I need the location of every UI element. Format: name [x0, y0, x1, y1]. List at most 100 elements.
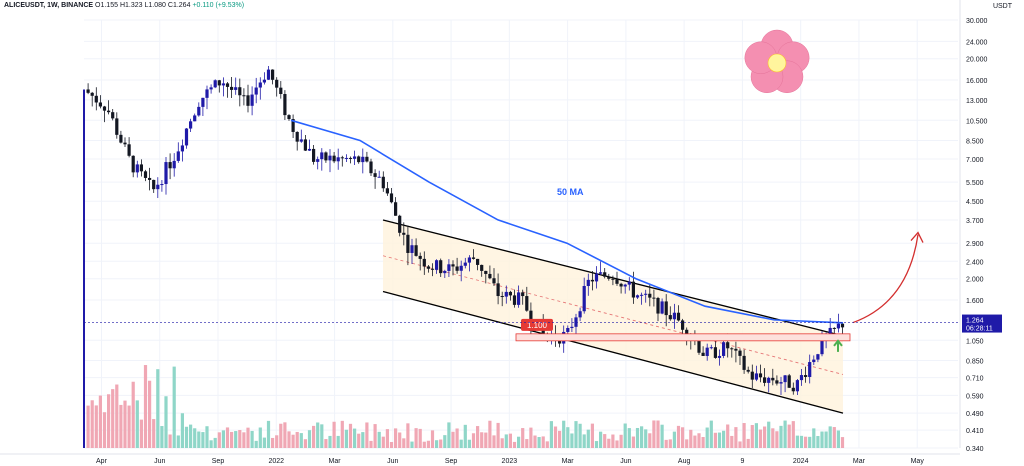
volume-bar	[648, 433, 652, 448]
candle-body	[213, 80, 217, 88]
candle-body	[443, 270, 447, 274]
candle-body	[303, 139, 307, 151]
candle-body	[156, 184, 160, 190]
volume-bar	[459, 439, 463, 448]
volume-bar	[189, 424, 193, 448]
volume-bar	[299, 433, 303, 448]
change-value: +0.110 (+9.53%)	[192, 2, 245, 9]
price-tick-label: 4.500	[966, 199, 984, 206]
volume-bar	[238, 430, 242, 448]
candle-body	[348, 157, 353, 159]
volume-bar	[193, 428, 197, 448]
volume-bar	[758, 429, 763, 448]
candle-body	[275, 79, 279, 88]
volume-bar	[594, 441, 599, 448]
candle-body	[361, 156, 365, 163]
candle-body	[172, 160, 176, 169]
volume-bar	[160, 426, 164, 448]
candle-body	[578, 311, 582, 318]
candle-body	[307, 148, 312, 151]
volume-bar	[320, 424, 324, 448]
candle-body	[656, 297, 660, 314]
volume-bar	[168, 434, 172, 448]
candle-body	[697, 340, 701, 353]
volume-bar	[521, 428, 525, 448]
volume-bar	[840, 437, 845, 448]
volume-bar	[779, 425, 783, 448]
price-tick-label: 8.500	[966, 138, 984, 145]
candle-body	[197, 106, 201, 116]
candle-body	[234, 87, 238, 90]
candle-body	[152, 179, 156, 190]
volume-bar	[307, 430, 312, 448]
candle-body	[336, 157, 340, 162]
candle-body	[840, 323, 845, 328]
volume-bar	[701, 436, 705, 448]
volume-bar	[529, 427, 533, 448]
candle-body	[594, 273, 599, 282]
ma-line	[290, 119, 844, 324]
volume-bar	[164, 396, 168, 448]
volume-bar	[742, 423, 746, 448]
candle-body	[312, 148, 316, 162]
candle-body	[373, 173, 377, 177]
volume-bar	[463, 424, 467, 448]
projection-arrowhead	[910, 231, 924, 243]
volume-bar	[435, 440, 439, 448]
price-tick-label: 24.000	[966, 39, 988, 46]
candle-body	[808, 362, 812, 377]
volume-bar	[836, 430, 840, 448]
volume-bar	[533, 435, 537, 448]
volume-bar	[537, 437, 541, 448]
volume-bar	[660, 424, 664, 448]
time-tick-label: Jun	[154, 458, 165, 465]
candle-body	[148, 177, 152, 180]
candle-body	[398, 215, 402, 233]
volume-bar	[447, 422, 451, 448]
price-tick-label: 0.490	[966, 411, 984, 418]
volume-bar	[242, 432, 246, 448]
volume-bar	[652, 420, 656, 448]
candle-body	[230, 86, 234, 90]
volume-bar	[119, 404, 123, 448]
candle-body	[812, 359, 816, 363]
volume-bar	[467, 439, 471, 448]
flower-center	[767, 53, 787, 73]
volume-bar	[176, 435, 180, 448]
volume-bar	[545, 441, 549, 448]
volume-bar	[738, 441, 742, 448]
volume-bar	[353, 428, 357, 448]
candle-body	[266, 69, 271, 80]
volume-bar	[230, 431, 234, 448]
candle-body	[734, 348, 738, 351]
volume-bar	[713, 432, 717, 448]
candle-body	[123, 142, 127, 145]
volume-bar	[496, 422, 500, 448]
volume-bar	[389, 441, 394, 448]
candle-body	[340, 157, 344, 159]
volume-bar	[86, 405, 90, 448]
volume-bar	[582, 434, 586, 448]
volume-bar	[808, 436, 812, 448]
candle-body	[365, 156, 369, 162]
candle-body	[681, 320, 685, 330]
volume-bar	[316, 422, 320, 448]
volume-bar	[767, 421, 771, 448]
candle-body	[783, 375, 787, 383]
volume-bar	[340, 420, 344, 448]
time-axis[interactable]: Apr Jun Sep 2022 Mar Jun Sep 2023 Mar Jun Aug 9 2024…	[0, 453, 960, 465]
price-axis[interactable]: 30.000 24.000 20.000 16.000 13.000 10.500 8.50…	[84, 0, 1002, 453]
volume-bar	[394, 428, 398, 448]
volume-bar	[824, 431, 828, 448]
candle-body	[652, 297, 656, 299]
ma-label: 50 MA	[557, 187, 584, 197]
volume-bar	[791, 421, 795, 448]
volume-bar	[705, 427, 709, 448]
price-tick-label: 13.000	[966, 98, 988, 105]
volume-bar	[115, 384, 119, 448]
volume-bar	[180, 413, 184, 448]
candle-body	[648, 293, 652, 298]
candle-body	[795, 380, 799, 392]
price-tick-label: 16.000	[966, 78, 988, 85]
